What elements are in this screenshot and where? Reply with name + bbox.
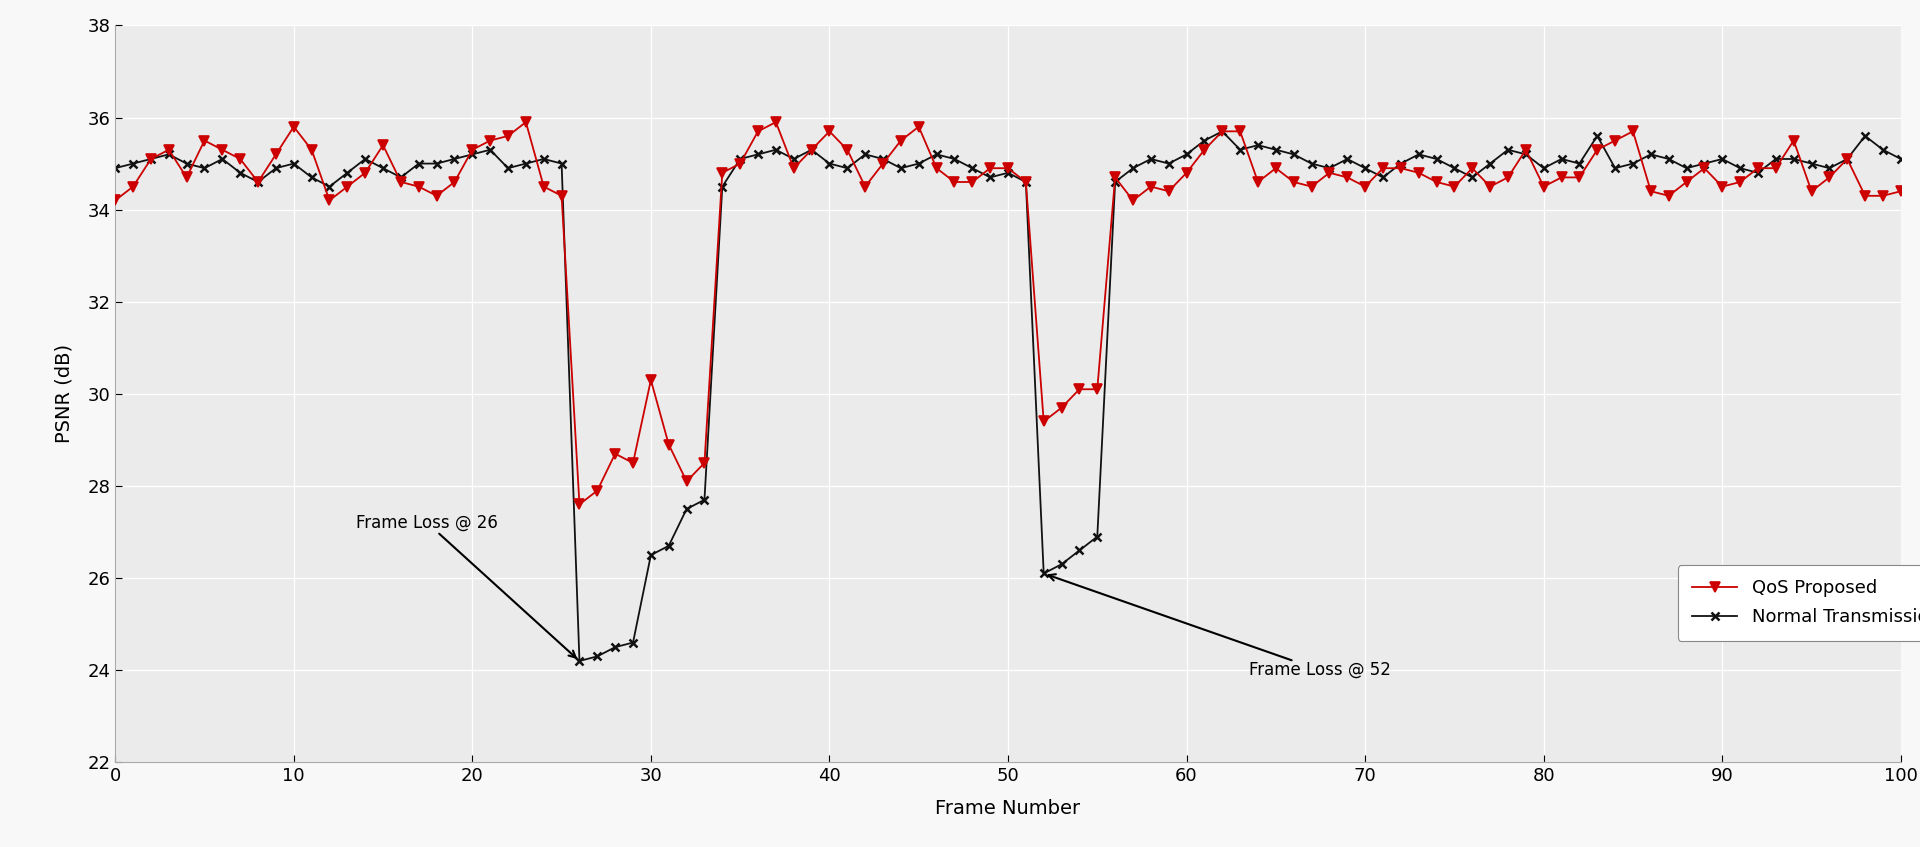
Normal Transmission bbox=[228, 168, 252, 178]
Normal Transmission bbox=[1192, 136, 1215, 146]
Normal Transmission bbox=[104, 163, 127, 174]
QoS Proposed bbox=[1390, 163, 1413, 174]
QoS Proposed bbox=[568, 499, 591, 509]
QoS Proposed bbox=[1212, 126, 1235, 136]
QoS Proposed bbox=[586, 485, 609, 495]
Text: Frame Loss @ 26: Frame Loss @ 26 bbox=[357, 514, 576, 657]
QoS Proposed bbox=[1478, 181, 1501, 191]
QoS Proposed bbox=[960, 177, 983, 187]
QoS Proposed bbox=[1889, 186, 1912, 197]
Legend: QoS Proposed, Normal Transmission: QoS Proposed, Normal Transmission bbox=[1678, 565, 1920, 640]
QoS Proposed bbox=[515, 117, 538, 127]
Normal Transmission bbox=[568, 656, 591, 666]
Normal Transmission bbox=[549, 158, 572, 169]
Normal Transmission bbox=[1212, 126, 1235, 136]
Normal Transmission bbox=[1889, 154, 1912, 164]
QoS Proposed bbox=[228, 154, 252, 164]
Normal Transmission bbox=[943, 154, 966, 164]
Normal Transmission bbox=[1390, 158, 1413, 169]
Y-axis label: PSNR (dB): PSNR (dB) bbox=[54, 344, 73, 444]
Normal Transmission bbox=[1478, 158, 1501, 169]
Line: Normal Transmission: Normal Transmission bbox=[111, 128, 1905, 665]
Text: Frame Loss @ 52: Frame Loss @ 52 bbox=[1048, 574, 1390, 679]
X-axis label: Frame Number: Frame Number bbox=[935, 799, 1081, 818]
Line: QoS Proposed: QoS Proposed bbox=[111, 118, 1905, 509]
QoS Proposed bbox=[104, 196, 127, 206]
